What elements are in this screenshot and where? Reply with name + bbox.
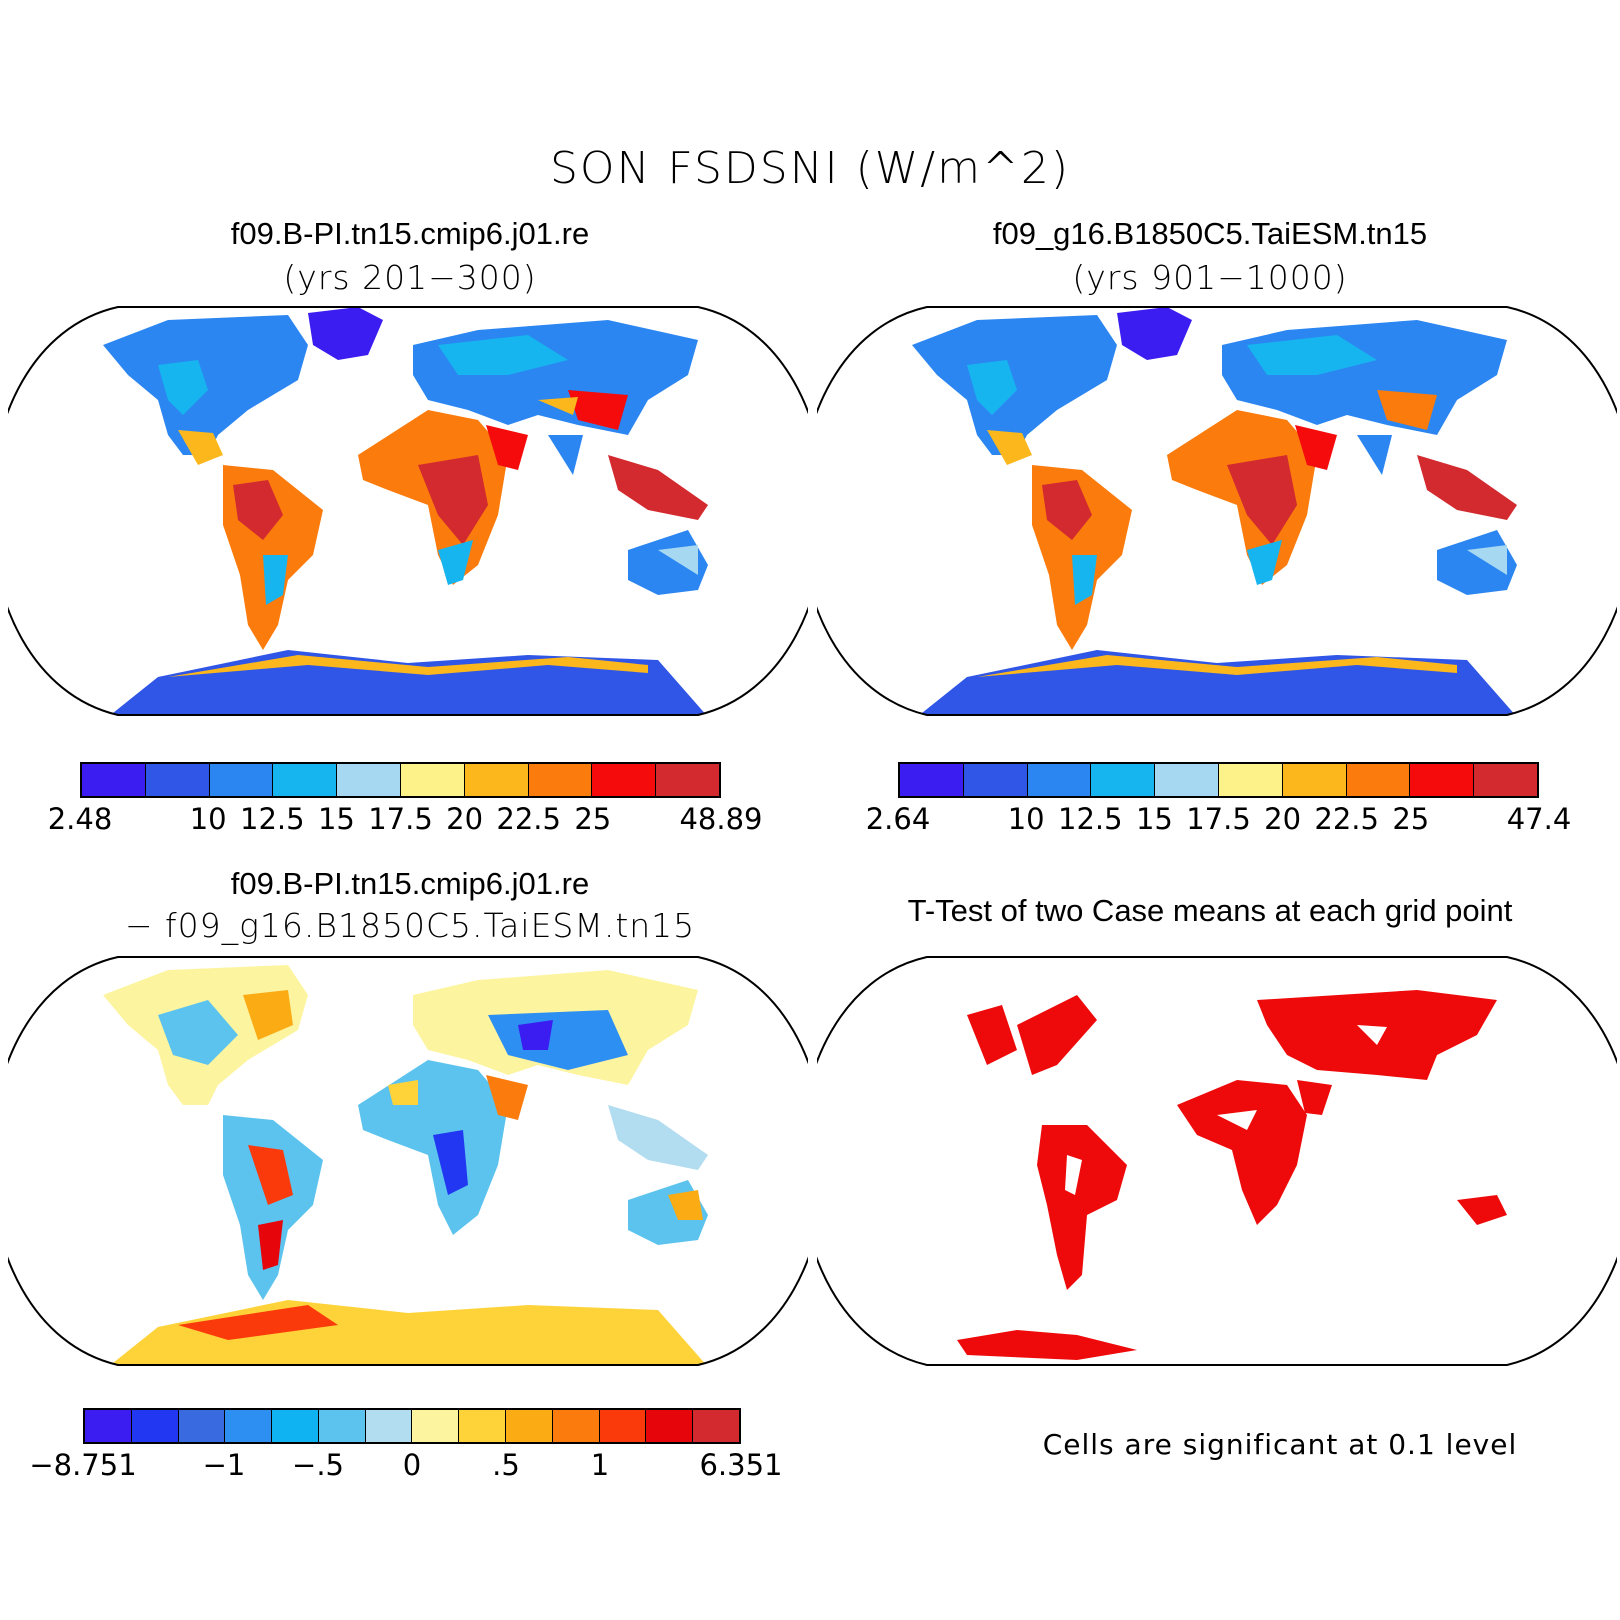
colorbar-box: [225, 1410, 273, 1442]
colorbar-label: −1: [202, 1448, 246, 1482]
colorbar-label: 12.5: [1058, 802, 1123, 836]
colorbar-label: 0: [402, 1448, 422, 1482]
colorbar-label: 17.5: [1186, 802, 1251, 836]
colorbar-box: [1155, 764, 1219, 796]
colorbar-label: 2.48: [47, 802, 113, 836]
colorbar-label: 22.5: [1314, 802, 1379, 836]
colorbar-label: 22.5: [496, 802, 561, 836]
colorbar-box: [1474, 764, 1537, 796]
map-bottom-left: [8, 956, 808, 1366]
figure-title: SON FSDSNI (W/m^2): [550, 143, 1070, 194]
colorbar-label: 6.351: [699, 1448, 783, 1482]
colorbar-label: 1: [590, 1448, 610, 1482]
colorbar-box: [412, 1410, 460, 1442]
colorbar-label: −.5: [292, 1448, 344, 1482]
colorbar-label: .5: [492, 1448, 520, 1482]
colorbar-label: 25: [1392, 802, 1430, 836]
significance-note: Cells are significant at 0.1 level: [1042, 1428, 1518, 1461]
colorbar-box: [1218, 764, 1283, 796]
colorbar-box: [459, 1410, 507, 1442]
colorbar-box: [1091, 764, 1156, 796]
colorbar-label: 15: [1135, 802, 1173, 836]
colorbar-top-left: [80, 762, 721, 798]
map-bottom-right: [817, 956, 1617, 1366]
colorbar-box: [272, 1410, 319, 1442]
panel-tl-subtitle: (yrs 201−300): [283, 258, 537, 297]
colorbar-box: [599, 1410, 647, 1442]
colorbar-box: [273, 764, 338, 796]
colorbar-box: [693, 1410, 739, 1442]
map-top-right: [817, 306, 1617, 716]
colorbar-label: 2.64: [865, 802, 931, 836]
colorbar-label: 12.5: [240, 802, 305, 836]
colorbar-box: [1346, 764, 1411, 796]
colorbar-box: [337, 764, 401, 796]
colorbar-box: [656, 764, 719, 796]
colorbar-box: [209, 764, 274, 796]
colorbar-label: 10: [189, 802, 227, 836]
colorbar-box: [963, 764, 1028, 796]
colorbar-box: [1282, 764, 1347, 796]
colorbar-label: 48.89: [679, 802, 763, 836]
colorbar-label: 20: [446, 802, 484, 836]
colorbar-box: [464, 764, 529, 796]
colorbar-label: 17.5: [368, 802, 433, 836]
colorbar-box: [145, 764, 210, 796]
colorbar-label: 10: [1007, 802, 1045, 836]
colorbar-label: 20: [1264, 802, 1302, 836]
colorbar-bottom-left: [83, 1408, 741, 1444]
colorbar-label: 15: [317, 802, 355, 836]
colorbar-label: 25: [574, 802, 612, 836]
colorbar-box: [900, 764, 964, 796]
colorbar-box: [552, 1410, 600, 1442]
colorbar-box: [646, 1410, 694, 1442]
colorbar-box: [178, 1410, 226, 1442]
panel-bl-title: f09.B-PI.tn15.cmip6.j01.re: [230, 866, 590, 901]
map-top-left: [8, 306, 808, 716]
colorbar-box: [592, 764, 657, 796]
colorbar-box: [318, 1410, 366, 1442]
colorbar-top-right: [898, 762, 1539, 798]
colorbar-box: [365, 1410, 413, 1442]
colorbar-box: [1410, 764, 1475, 796]
colorbar-box: [131, 1410, 179, 1442]
colorbar-box: [85, 1410, 132, 1442]
colorbar-box: [1027, 764, 1092, 796]
panel-tl-title: f09.B-PI.tn15.cmip6.j01.re: [230, 216, 590, 251]
colorbar-label: 47.4: [1506, 802, 1572, 836]
panel-tr-subtitle: (yrs 901−1000): [1072, 258, 1348, 297]
panel-bl-subtitle: − f09_g16.B1850C5.TaiESM.tn15: [124, 906, 696, 945]
colorbar-label: −8.751: [29, 1448, 137, 1482]
panel-tr-title: f09_g16.B1850C5.TaiESM.tn15: [992, 216, 1428, 251]
panel-br-title: T-Test of two Case means at each grid po…: [907, 893, 1513, 928]
colorbar-box: [400, 764, 465, 796]
colorbar-box: [528, 764, 593, 796]
colorbar-box: [506, 1410, 553, 1442]
colorbar-box: [82, 764, 146, 796]
